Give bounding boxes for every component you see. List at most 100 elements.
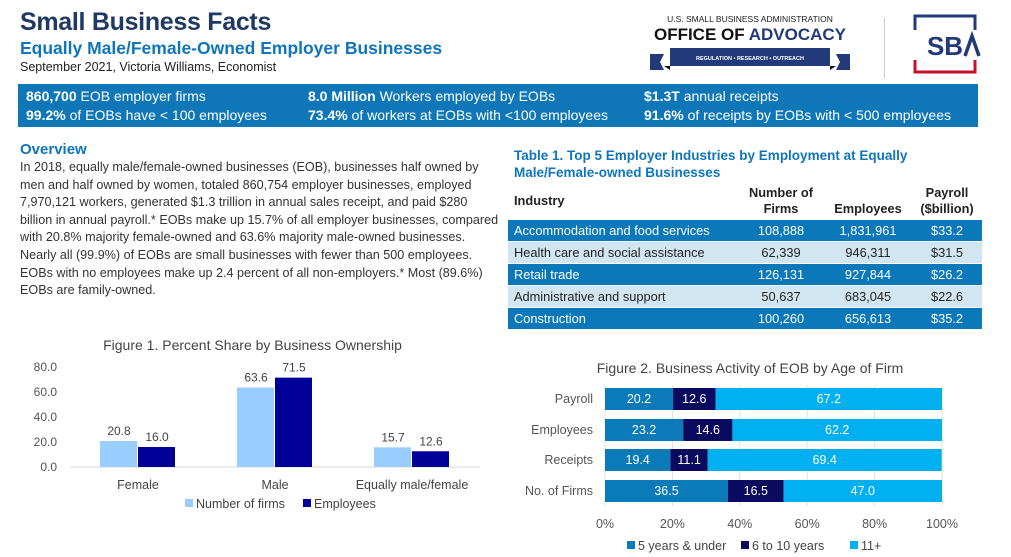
cell-employees: 683,045	[824, 285, 912, 308]
data-label: 12.6	[419, 434, 443, 448]
y-tick-label: 40.0	[34, 410, 58, 424]
legend-label: 11+	[861, 539, 881, 553]
cell-employees: 656,613	[824, 307, 912, 329]
cell-industry: Construction	[508, 307, 738, 329]
overview-body: In 2018, equally male/female-owned busin…	[20, 160, 499, 298]
y-tick-label: 80.0	[34, 360, 58, 374]
table-header-row: Industry Number of Firms Employees Payro…	[508, 185, 982, 220]
office-of-advocacy-logo: U.S. SMALL BUSINESS ADMINISTRATION OFFIC…	[650, 14, 850, 70]
cell-firms: 108,888	[738, 220, 824, 242]
cell-payroll: $26.2	[912, 263, 982, 286]
x-tick-label: 20%	[660, 517, 685, 531]
industries-table: Industry Number of Firms Employees Payro…	[508, 185, 982, 329]
data-label: 71.5	[282, 361, 306, 375]
svg-text:OFFICE OF ADVOCACY: OFFICE OF ADVOCACY	[654, 25, 847, 44]
legend-label: 5 years & under	[638, 539, 726, 553]
overview-heading: Overview	[20, 141, 87, 158]
svg-text:U.S. SMALL BUSINESS ADMINISTRA: U.S. SMALL BUSINESS ADMINISTRATION	[667, 14, 833, 24]
bar-segment	[715, 388, 942, 410]
legend-swatch	[850, 541, 858, 549]
highlight-receipts: $1.3T annual receipts	[644, 88, 779, 104]
data-label: 19.4	[626, 453, 650, 467]
y-tick-label: 0.0	[40, 460, 57, 474]
data-label: 11.1	[677, 453, 700, 467]
x-tick-label: 40%	[727, 517, 752, 531]
bar-segment	[783, 480, 942, 502]
x-tick-label: 80%	[862, 517, 887, 531]
data-label: 23.2	[632, 423, 656, 437]
cell-employees: 1,831,961	[824, 220, 912, 242]
data-label: 20.8	[107, 424, 131, 438]
legend-label: 6 to 10 years	[752, 539, 824, 553]
bar	[275, 377, 312, 467]
table-row: Accommodation and food services 108,888 1,…	[508, 220, 982, 242]
cell-payroll: $31.5	[912, 241, 982, 264]
y-category-label: Employees	[531, 423, 593, 437]
cell-employees: 946,311	[824, 241, 912, 264]
cell-payroll: $33.2	[912, 220, 982, 242]
y-category-label: Receipts	[544, 453, 593, 467]
bar-segment	[605, 480, 729, 502]
legend-swatch	[185, 499, 193, 507]
bar-segment	[605, 388, 674, 410]
table-row: Retail trade 126,131 927,844 $26.2	[508, 263, 982, 286]
svg-text:SB: SB	[927, 31, 963, 61]
data-label: 63.6	[244, 371, 268, 385]
bar-segment	[605, 419, 684, 441]
svg-text:REGULATION • RESEARCH • OU: REGULATION • RESEARCH • OUTREACH	[696, 56, 804, 62]
figure1-title: Figure 1. Percent Share by Business Owne…	[103, 337, 402, 353]
figure2-title: Figure 2. Business Activity of EOB by Ag…	[596, 360, 904, 376]
cell-industry: Health care and social assistance	[508, 241, 738, 264]
data-label: 16.5	[744, 484, 768, 498]
x-category-label: Male	[261, 478, 288, 492]
bar-segment	[673, 388, 716, 410]
x-category-label: Female	[117, 478, 159, 492]
legend-swatch	[303, 499, 311, 507]
cell-payroll: $22.6	[912, 285, 982, 308]
highlight-small-firms-share: 99.2% of EOBs have < 100 employees	[26, 107, 267, 123]
bar-segment	[707, 449, 942, 471]
highlight-workers-share: 73.4% of workers at EOBs with <100 emplo…	[308, 107, 608, 123]
cell-firms: 126,131	[738, 263, 824, 286]
data-label: 14.6	[696, 423, 720, 437]
x-tick-label: 100%	[926, 517, 958, 531]
data-label: 69.4	[813, 453, 837, 467]
data-label: 20.2	[627, 392, 651, 406]
col-payroll: Payroll ($billion)	[920, 185, 974, 216]
highlights-band: 860,700 EOB employer firms 8.0 Million W…	[18, 84, 978, 127]
page-title: Small Business Facts	[20, 8, 272, 36]
data-label: 12.6	[682, 392, 706, 406]
cell-employees: 927,844	[824, 263, 912, 286]
table-row: Administrative and support 50,637 683,045 $…	[508, 285, 982, 308]
y-tick-label: 60.0	[34, 385, 58, 399]
bar-segment	[728, 480, 784, 502]
col-number-of-firms: Number of Firms	[749, 185, 813, 216]
data-label: 16.0	[145, 430, 169, 444]
bar	[138, 447, 175, 467]
table-row: Construction 100,260 656,613 $35.2	[508, 307, 982, 329]
sba-logo: SB	[913, 14, 981, 74]
legend-label: Number of firms	[196, 497, 285, 511]
bar	[100, 441, 137, 467]
y-category-label: Payroll	[555, 392, 593, 406]
cell-firms: 50,637	[738, 285, 824, 308]
x-tick-label: 60%	[795, 517, 820, 531]
bar-segment	[605, 449, 671, 471]
cell-industry: Accommodation and food services	[508, 220, 738, 242]
data-label: 62.2	[825, 423, 849, 437]
col-employees: Employees	[834, 201, 902, 216]
legend-label: Employees	[314, 497, 376, 511]
legend-swatch	[741, 541, 749, 549]
data-label: 36.5	[654, 484, 678, 498]
cell-industry: Retail trade	[508, 263, 738, 286]
x-category-label: Equally male/female	[356, 478, 469, 492]
data-label: 47.0	[851, 484, 875, 498]
cell-firms: 100,260	[738, 307, 824, 329]
bar	[412, 451, 449, 467]
highlight-eob-firms: 860,700 EOB employer firms	[26, 88, 206, 104]
bar-segment	[683, 419, 733, 441]
logo-divider	[884, 18, 885, 78]
bar-segment	[732, 419, 942, 441]
data-label: 15.7	[381, 430, 405, 444]
x-tick-label: 0%	[596, 517, 614, 531]
